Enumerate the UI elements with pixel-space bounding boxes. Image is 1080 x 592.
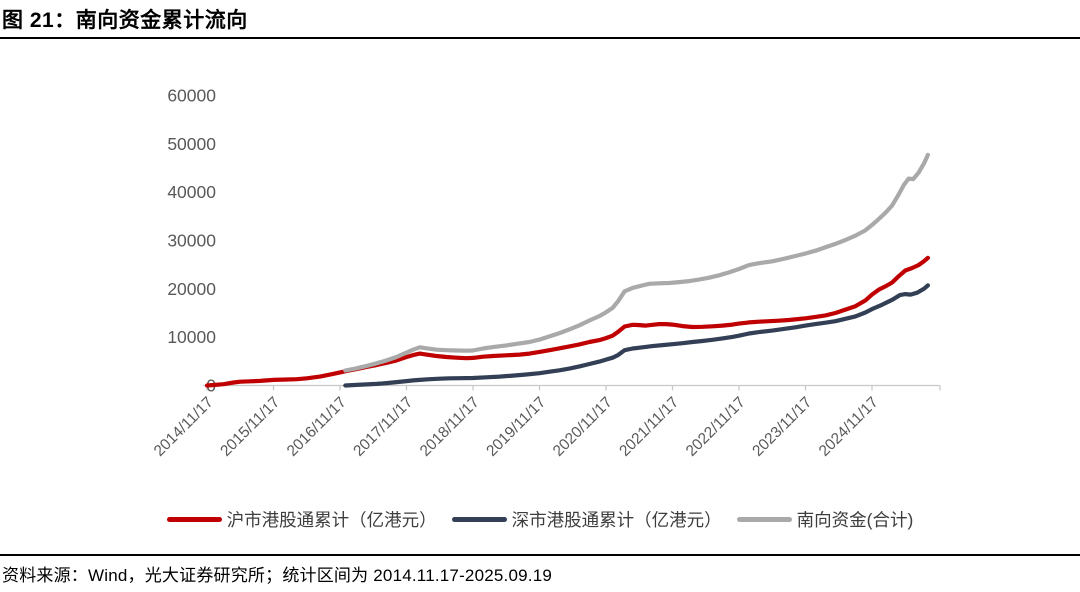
svg-text:20000: 20000 — [167, 279, 216, 299]
line-chart: 01000020000300004000050000600002014/11/1… — [151, 86, 941, 460]
red-line-icon — [166, 516, 222, 522]
svg-text:60000: 60000 — [167, 86, 216, 106]
svg-text:10000: 10000 — [167, 327, 216, 347]
legend-item-southbound-total: 南向资金(合计) — [736, 507, 914, 532]
svg-text:2023/11/17: 2023/11/17 — [749, 394, 815, 460]
svg-text:50000: 50000 — [167, 134, 216, 154]
svg-text:2021/11/17: 2021/11/17 — [616, 394, 682, 460]
svg-text:2014/11/17: 2014/11/17 — [151, 394, 217, 460]
svg-text:2019/11/17: 2019/11/17 — [483, 394, 549, 460]
title-divider — [0, 37, 1080, 40]
svg-text:2018/11/17: 2018/11/17 — [417, 394, 483, 460]
source-note: 资料来源：Wind，光大证券研究所；统计区间为 2014.11.17-2025.… — [2, 566, 553, 585]
legend-item-shanghai-connect: 沪市港股通累计（亿港元） — [166, 507, 437, 532]
chart-legend: 沪市港股通累计（亿港元） 深市港股通累计（亿港元） 南向资金(合计) — [0, 505, 1080, 533]
navy-line-icon — [451, 516, 507, 522]
svg-text:2015/11/17: 2015/11/17 — [217, 394, 283, 460]
footer-divider — [0, 554, 1080, 556]
svg-text:2020/11/17: 2020/11/17 — [550, 394, 616, 460]
svg-text:2022/11/17: 2022/11/17 — [683, 394, 749, 460]
svg-text:2017/11/17: 2017/11/17 — [350, 394, 416, 460]
figure-title: 图 21：南向资金累计流向 — [2, 9, 248, 32]
svg-text:30000: 30000 — [167, 231, 216, 251]
svg-text:2016/11/17: 2016/11/17 — [284, 394, 350, 460]
legend-label: 深市港股通累计（亿港元） — [511, 509, 722, 530]
svg-text:2024/11/17: 2024/11/17 — [816, 394, 882, 460]
legend-label: 沪市港股通累计（亿港元） — [226, 509, 437, 530]
legend-label: 南向资金(合计) — [796, 509, 914, 530]
legend-item-shenzhen-connect: 深市港股通累计（亿港元） — [451, 507, 722, 532]
svg-text:40000: 40000 — [167, 182, 216, 202]
gray-line-icon — [736, 516, 792, 522]
